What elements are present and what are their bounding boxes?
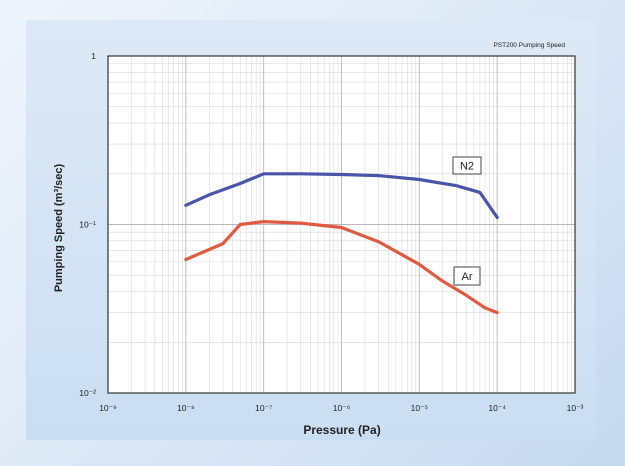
series-label-n2: N2 bbox=[452, 156, 482, 175]
x-tick-label: 10⁻⁶ bbox=[333, 403, 350, 413]
plot-border bbox=[107, 55, 576, 394]
x-tick-label: 10⁻⁷ bbox=[255, 403, 272, 413]
y-axis-label: Pumping Speed (m³/sec) bbox=[53, 163, 65, 292]
series-line-ar bbox=[184, 220, 499, 315]
chart-title: PST200 Pumping Speed bbox=[493, 42, 565, 49]
y-tick-label: 10⁻² bbox=[79, 388, 96, 398]
series-line-n2 bbox=[184, 172, 499, 220]
y-tick-label: 10⁻¹ bbox=[79, 220, 96, 230]
series-label-text: Ar bbox=[462, 271, 473, 283]
series-label-text: N2 bbox=[460, 161, 474, 173]
series-label-box bbox=[453, 266, 481, 286]
x-axis-label: Pressure (Pa) bbox=[303, 423, 380, 437]
x-tick-label: 10⁻⁸ bbox=[177, 403, 195, 413]
series-label-ar: Ar bbox=[453, 266, 481, 286]
x-tick-label: 10⁻⁴ bbox=[488, 403, 506, 413]
series-label-box bbox=[452, 156, 482, 175]
x-tick-label: 10⁻⁵ bbox=[411, 403, 428, 413]
x-tick-label: 10⁻³ bbox=[567, 403, 584, 413]
y-tick-label: 1 bbox=[91, 51, 96, 61]
x-tick-label: 10⁻⁹ bbox=[99, 403, 117, 413]
